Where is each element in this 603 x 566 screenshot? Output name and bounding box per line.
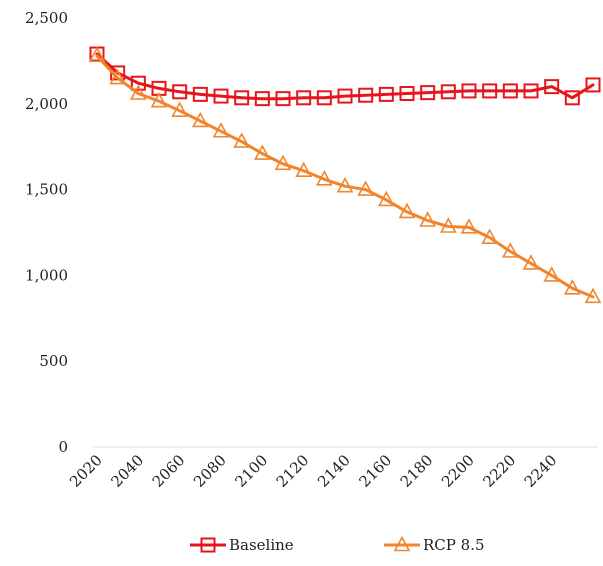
x-tick-label: 2120 [273, 451, 313, 491]
data-point-triangle [191, 111, 209, 128]
data-point-triangle [88, 46, 106, 63]
x-tick-label: 2220 [479, 451, 519, 491]
legend-item: Baseline [190, 536, 294, 554]
series-line [95, 54, 595, 299]
data-point-triangle [295, 161, 313, 178]
x-tick-label: 2200 [438, 451, 478, 491]
series-line [95, 52, 595, 101]
y-tick-label: 0 [58, 438, 68, 456]
data-point-triangle [315, 170, 333, 186]
data-point-square [192, 86, 208, 102]
y-tick-label: 2,500 [25, 9, 68, 27]
data-point-square [564, 90, 580, 106]
data-point-square [399, 86, 415, 102]
data-point-triangle [460, 218, 478, 234]
data-point-square [358, 87, 374, 103]
data-point-square [200, 537, 216, 553]
data-point-square [254, 91, 270, 107]
data-point-triangle [563, 279, 581, 295]
y-tick-label: 500 [39, 352, 68, 370]
series-rcp85 [88, 46, 602, 304]
series-baseline [89, 46, 601, 107]
data-point-triangle [171, 101, 189, 117]
data-point-square [544, 79, 560, 95]
data-point-triangle [336, 176, 354, 193]
data-point-triangle [274, 154, 292, 171]
data-point-triangle [109, 68, 127, 85]
data-point-triangle [129, 84, 147, 100]
data-point-triangle [398, 202, 416, 219]
data-point-triangle [419, 211, 437, 227]
data-point-square [461, 83, 477, 99]
data-point-triangle [212, 122, 230, 138]
data-point-triangle [233, 132, 251, 148]
data-point-square [420, 85, 436, 101]
legend-label: Baseline [229, 536, 294, 554]
data-point-triangle [543, 266, 561, 282]
x-tick-label: 2140 [314, 451, 354, 491]
data-point-triangle [501, 242, 519, 258]
y-tick-label: 2,000 [25, 95, 68, 113]
data-point-square [585, 77, 601, 93]
x-tick-label: 2160 [355, 451, 395, 491]
x-tick-label: 2020 [66, 451, 106, 491]
y-tick-label: 1,000 [25, 266, 68, 284]
data-point-square [502, 83, 518, 99]
data-point-triangle [481, 228, 499, 244]
data-point-square [172, 84, 188, 100]
data-point-square [316, 90, 332, 106]
x-tick-label: 2080 [190, 451, 230, 491]
data-point-triangle [253, 144, 271, 160]
x-axis-ticks: 2020 2040 2060 2080 2100 2120 2140 2160 2180 2200… [66, 451, 560, 491]
x-tick-label: 2240 [521, 451, 561, 491]
data-point-triangle [393, 535, 411, 552]
data-point-square [378, 86, 394, 102]
legend-label: RCP 8.5 [423, 536, 485, 554]
data-point-square [482, 83, 498, 99]
data-point-triangle [357, 180, 375, 196]
x-tick-label: 2060 [149, 451, 189, 491]
series-layer [88, 46, 602, 304]
data-point-square [234, 90, 250, 106]
y-tick-label: 1,500 [25, 181, 68, 199]
y-axis-ticks: 0 500 1,000 1,500 2,000 2,500 [25, 9, 68, 456]
data-point-square [275, 91, 291, 107]
data-point-triangle [439, 217, 457, 233]
x-tick-label: 2180 [397, 451, 437, 491]
legend-item: RCP 8.5 [384, 535, 485, 554]
data-point-square [440, 84, 456, 100]
legend: Baseline RCP 8.5 [190, 535, 485, 554]
x-tick-label: 2100 [231, 451, 271, 491]
data-point-triangle [522, 254, 540, 270]
data-point-square [523, 83, 539, 99]
data-point-triangle [150, 92, 168, 108]
data-point-square [213, 88, 229, 104]
data-point-square [296, 90, 312, 106]
data-point-square [337, 88, 353, 104]
x-tick-label: 2040 [107, 451, 147, 491]
data-point-triangle [377, 190, 395, 207]
data-point-triangle [584, 287, 602, 304]
data-point-square [130, 75, 146, 91]
